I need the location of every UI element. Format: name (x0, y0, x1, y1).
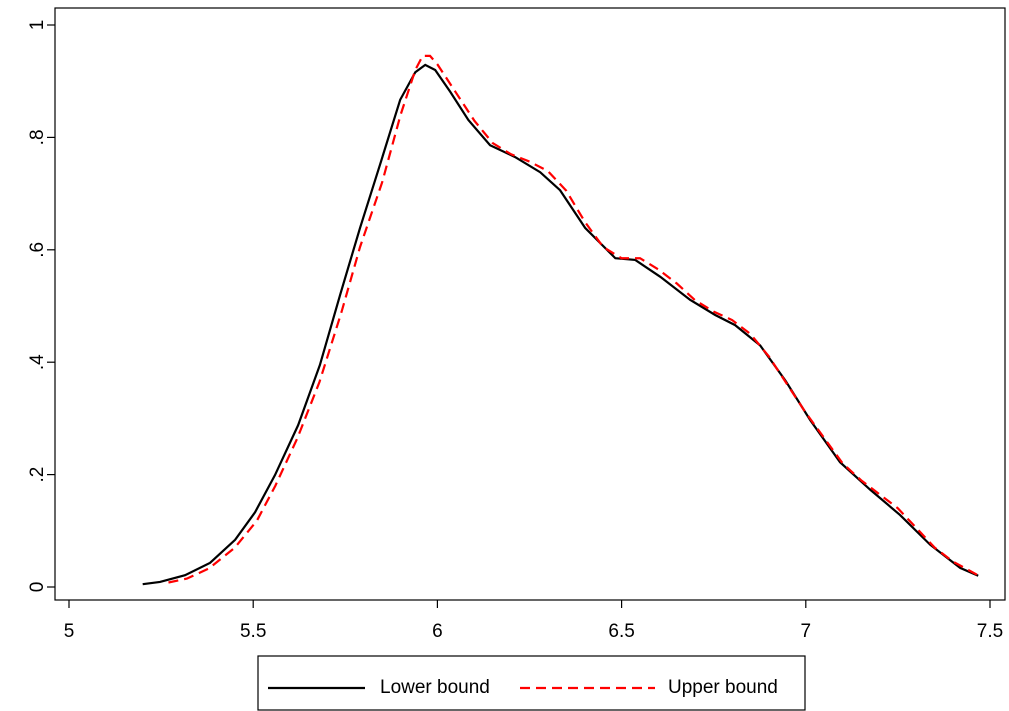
x-tick-label: 5 (64, 621, 75, 642)
x-tick-label: 7.5 (977, 621, 1003, 642)
y-tick-label: .4 (27, 354, 48, 370)
x-tick-label: 6.5 (608, 621, 634, 642)
series-line (168, 54, 980, 584)
legend-label: Lower bound (380, 677, 490, 698)
legend-box (257, 655, 806, 711)
x-tick-label: 7 (801, 621, 812, 642)
y-tick-label: 1 (27, 20, 48, 31)
x-tick-label: 5.5 (240, 621, 266, 642)
plot-frame (54, 7, 1006, 601)
series-line (142, 63, 979, 586)
y-tick-label: 0 (27, 582, 48, 593)
y-tick-label: .6 (27, 242, 48, 258)
y-tick-label: .8 (27, 129, 48, 145)
x-tick-label: 6 (432, 621, 443, 642)
y-tick-label: .2 (27, 467, 48, 483)
legend-label: Upper bound (668, 677, 778, 698)
